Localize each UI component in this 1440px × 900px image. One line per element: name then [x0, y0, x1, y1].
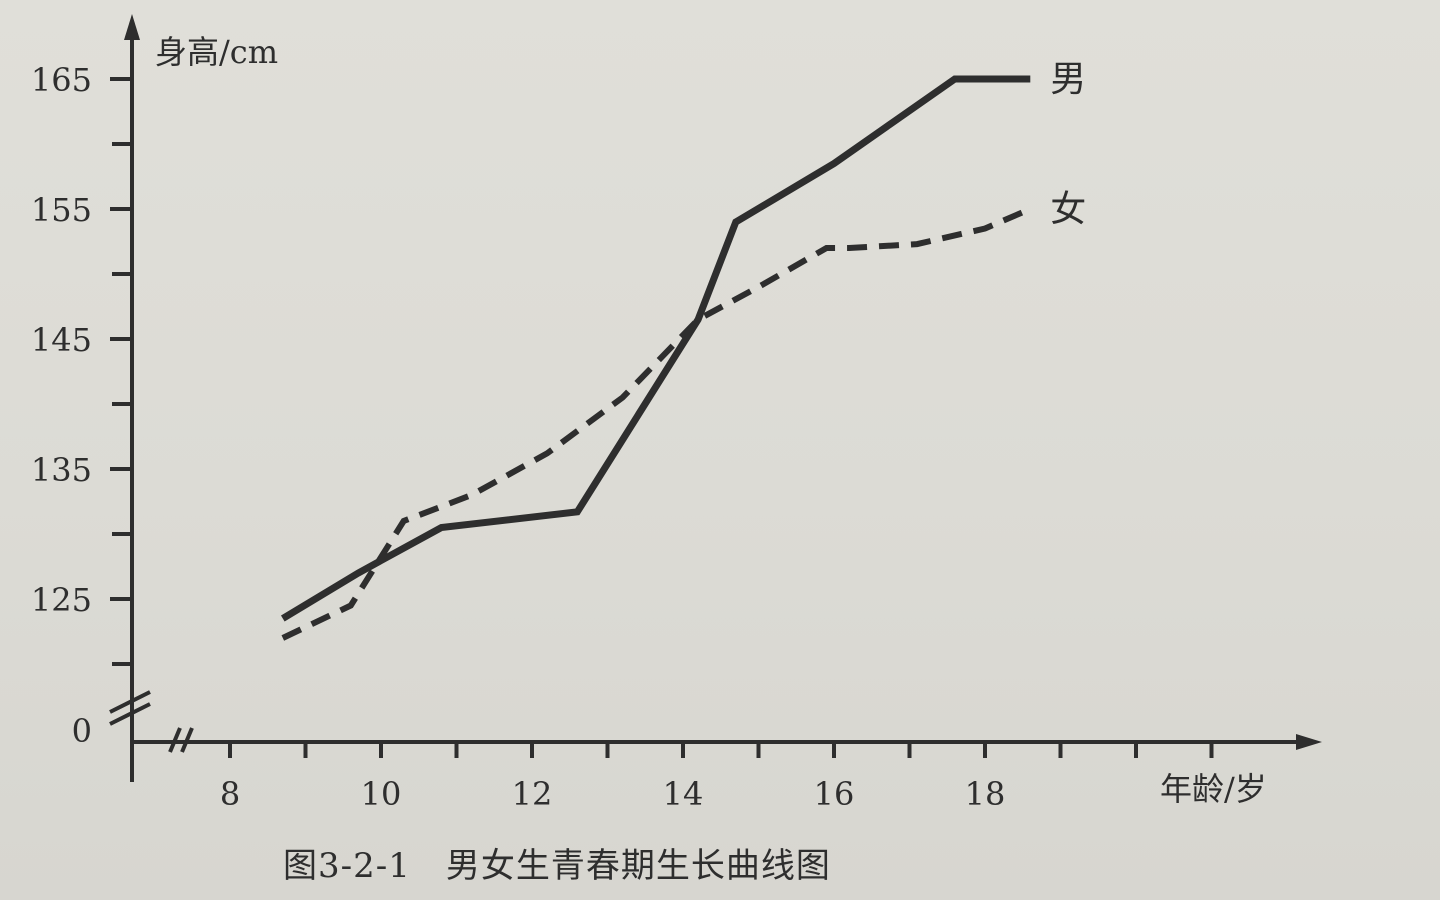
y-axis-break-mark [109, 690, 151, 714]
y-axis-label: 身高/cm [155, 33, 278, 71]
y-tick-label: 145 [31, 321, 92, 359]
x-tick-label: 18 [965, 775, 1006, 813]
series-labels: 男女 [1050, 59, 1086, 230]
x-tick-label: 10 [361, 775, 402, 813]
series-lines [280, 75, 1032, 641]
y-axis-break-mark [109, 702, 151, 726]
ticks [110, 77, 1214, 758]
x-tick-label: 12 [512, 775, 553, 813]
x-axis-break-mark [180, 727, 194, 753]
figure-caption: 图3-2-1 男女生青春期生长曲线图 [283, 846, 831, 886]
y-tick-label: 0 [72, 712, 92, 750]
y-tick-label: 165 [31, 61, 92, 99]
tick-labels: 0 125 135 145 155 165 8 10 12 14 16 18 [31, 61, 1005, 813]
x-axis-break-mark [168, 727, 182, 753]
y-axis-arrow [124, 14, 140, 40]
y-tick-label: 125 [31, 581, 92, 619]
axes [109, 14, 1322, 782]
series-line-male [280, 75, 1031, 622]
x-axis-label: 年龄/岁 [1160, 770, 1267, 808]
x-tick-label: 16 [814, 775, 855, 813]
x-axis-arrow [1296, 734, 1322, 750]
series-label-male: 男 [1050, 59, 1086, 100]
y-tick-label: 155 [31, 191, 92, 229]
y-tick-label: 135 [31, 451, 92, 489]
x-tick-label: 14 [663, 775, 704, 813]
x-tick-label: 8 [220, 775, 240, 813]
series-line-female [281, 206, 1032, 641]
series-label-female: 女 [1050, 189, 1086, 230]
